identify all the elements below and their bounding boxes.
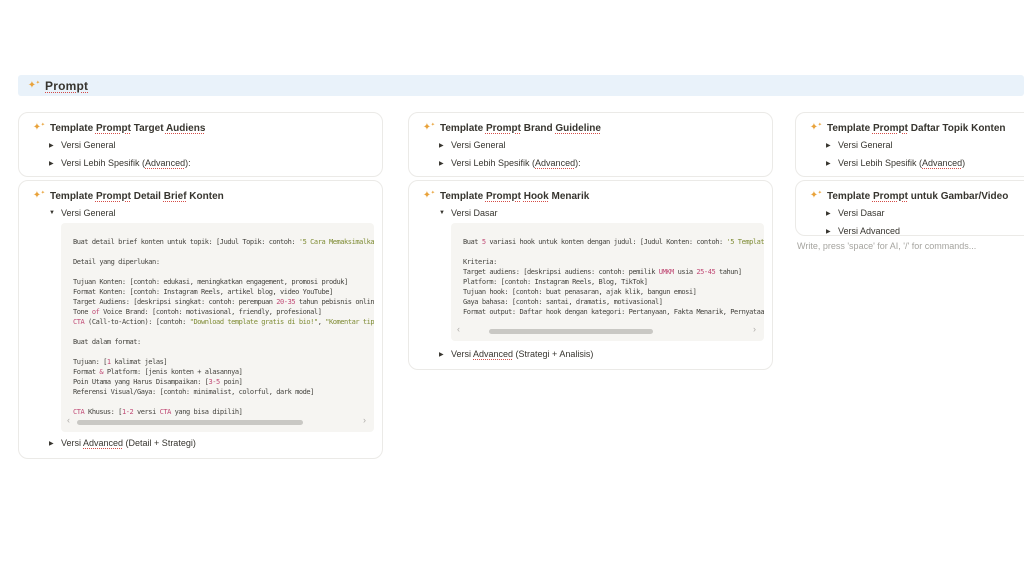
sparkle-icon: ✦ ✦: [32, 122, 45, 133]
sparkle-icon: ✦ ✦: [809, 122, 822, 133]
sparkle-icon: ✦ ✦: [32, 190, 45, 201]
toggle-collapsed-icon[interactable]: ▶: [439, 160, 444, 167]
toggle-label: Versi Advanced (Strategi + Analisis): [451, 349, 594, 359]
scrollbar-thumb[interactable]: [77, 420, 303, 425]
toggle-label: Versi Advanced: [838, 226, 901, 236]
scrollbar-thumb[interactable]: [489, 329, 653, 334]
toggle-label: Versi Advanced (Detail + Strategi): [61, 438, 196, 448]
horizontal-scrollbar[interactable]: ‹ ›: [451, 324, 764, 336]
toggle-versi-dasar-expanded[interactable]: ▼ Versi Dasar: [409, 204, 772, 222]
toggle-label: Versi Dasar: [451, 208, 498, 218]
toggle-label: Versi Lebih Spesifik (Advanced):: [61, 158, 191, 168]
card-template-prompt-target-audiens: ✦ ✦ Template Prompt Target Audiens ▶ Vers…: [18, 112, 383, 177]
toggle-label: Versi Lebih Spesifik (Advanced): [838, 158, 966, 168]
horizontal-scrollbar[interactable]: ‹ ›: [61, 415, 374, 427]
card-title-row[interactable]: ✦ ✦ Template Prompt Brand Guideline: [409, 113, 772, 136]
code-content: Buat 5 variasi hook untuk konten dengan …: [463, 238, 764, 316]
toggle-versi-advanced-detail-strategi[interactable]: ▶ Versi Advanced (Detail + Strategi): [19, 434, 382, 452]
card-title-row[interactable]: ✦ ✦ Template Prompt Hook Menarik: [409, 181, 772, 204]
toggle-versi-general[interactable]: ▶ Versi General: [409, 136, 772, 154]
toggle-collapsed-icon[interactable]: ▶: [826, 210, 831, 217]
sparkle-icon: ✦ ✦: [27, 79, 40, 91]
editor-empty-block[interactable]: Write, press 'space' for AI, '/' for com…: [797, 241, 977, 251]
card-title-row[interactable]: ✦ ✦ Template Prompt untuk Gambar/Video: [796, 181, 1024, 204]
code-block-hook-menarik[interactable]: Buat 5 variasi hook untuk konten dengan …: [451, 223, 764, 341]
card-template-prompt-detail-brief-konten: ✦ ✦ Template Prompt Detail Brief Konten ▼…: [18, 180, 383, 459]
toggle-expanded-icon[interactable]: ▼: [49, 210, 55, 216]
card-title: Template Prompt Brand Guideline: [440, 122, 601, 134]
toggle-label: Versi Lebih Spesifik (Advanced):: [451, 158, 581, 168]
card-template-prompt-untuk-gambar-video: ✦ ✦ Template Prompt untuk Gambar/Video ▶ …: [795, 180, 1024, 236]
toggle-versi-general-expanded[interactable]: ▼ Versi General: [19, 204, 382, 222]
code-content: Buat detail brief konten untuk topik: [J…: [73, 238, 374, 416]
card-template-prompt-daftar-topik-konten: ✦ ✦ Template Prompt Daftar Topik Konten ▶…: [795, 112, 1024, 177]
scroll-right-icon[interactable]: ›: [753, 324, 756, 334]
toggle-versi-dasar[interactable]: ▶ Versi Dasar: [796, 204, 1024, 222]
toggle-collapsed-icon[interactable]: ▶: [826, 142, 831, 149]
card-title-row[interactable]: ✦ ✦ Template Prompt Detail Brief Konten: [19, 181, 382, 204]
card-title: Template Prompt Hook Menarik: [440, 190, 590, 202]
toggle-collapsed-icon[interactable]: ▶: [826, 228, 831, 235]
section-title: Prompt: [45, 78, 89, 93]
toggle-expanded-icon[interactable]: ▼: [439, 210, 445, 216]
sparkle-icon: ✦ ✦: [809, 190, 822, 201]
toggle-collapsed-icon[interactable]: ▶: [49, 142, 54, 149]
card-title: Template Prompt Detail Brief Konten: [50, 190, 224, 202]
card-template-prompt-brand-guideline: ✦ ✦ Template Prompt Brand Guideline ▶ Ver…: [408, 112, 773, 177]
card-title: Template Prompt untuk Gambar/Video: [827, 190, 1009, 202]
card-title-row[interactable]: ✦ ✦ Template Prompt Daftar Topik Konten: [796, 113, 1024, 136]
toggle-versi-general[interactable]: ▶ Versi General: [796, 136, 1024, 154]
toggle-label: Versi Dasar: [838, 208, 885, 218]
scroll-left-icon[interactable]: ‹: [67, 415, 70, 425]
toggle-collapsed-icon[interactable]: ▶: [49, 440, 54, 447]
code-block-detail-brief[interactable]: Buat detail brief konten untuk topik: [J…: [61, 223, 374, 432]
toggle-collapsed-icon[interactable]: ▶: [439, 351, 444, 358]
toggle-versi-lebih-spesifik[interactable]: ▶ Versi Lebih Spesifik (Advanced): [796, 154, 1024, 172]
toggle-versi-advanced-strategi-analisis[interactable]: ▶ Versi Advanced (Strategi + Analisis): [409, 345, 772, 363]
toggle-versi-lebih-spesifik[interactable]: ▶ Versi Lebih Spesifik (Advanced):: [19, 154, 382, 172]
card-title: Template Prompt Target Audiens: [50, 122, 206, 134]
toggle-collapsed-icon[interactable]: ▶: [49, 160, 54, 167]
sparkle-icon: ✦ ✦: [422, 190, 435, 201]
scroll-right-icon[interactable]: ›: [363, 415, 366, 425]
sparkle-icon: ✦ ✦: [422, 122, 435, 133]
scroll-left-icon[interactable]: ‹: [457, 324, 460, 334]
toggle-label: Versi General: [61, 140, 116, 150]
toggle-versi-general[interactable]: ▶ Versi General: [19, 136, 382, 154]
toggle-collapsed-icon[interactable]: ▶: [826, 160, 831, 167]
card-title-row[interactable]: ✦ ✦ Template Prompt Target Audiens: [19, 113, 382, 136]
toggle-label: Versi General: [451, 140, 506, 150]
toggle-versi-advanced[interactable]: ▶ Versi Advanced: [796, 222, 1024, 236]
card-template-prompt-hook-menarik: ✦ ✦ Template Prompt Hook Menarik ▼ Versi …: [408, 180, 773, 370]
toggle-label: Versi General: [838, 140, 893, 150]
prompt-section-callout[interactable]: ✦ ✦ Prompt: [18, 75, 1024, 96]
card-title: Template Prompt Daftar Topik Konten: [827, 122, 1006, 134]
toggle-label: Versi General: [61, 208, 116, 218]
toggle-collapsed-icon[interactable]: ▶: [439, 142, 444, 149]
toggle-versi-lebih-spesifik[interactable]: ▶ Versi Lebih Spesifik (Advanced):: [409, 154, 772, 172]
